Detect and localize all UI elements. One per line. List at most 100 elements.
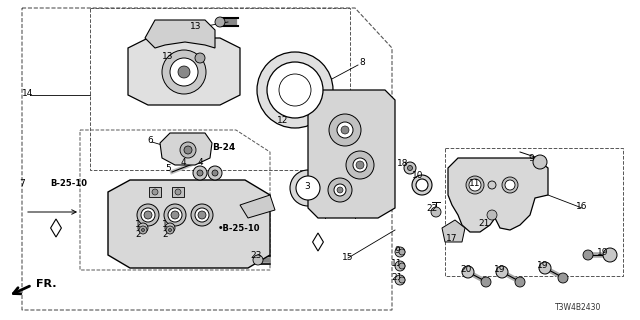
Circle shape bbox=[496, 266, 508, 278]
Text: 15: 15 bbox=[342, 253, 354, 262]
Circle shape bbox=[144, 211, 152, 219]
Circle shape bbox=[395, 247, 405, 257]
Circle shape bbox=[399, 263, 405, 269]
Circle shape bbox=[431, 207, 441, 217]
Text: FR.: FR. bbox=[36, 279, 56, 289]
Text: 11: 11 bbox=[468, 179, 480, 188]
Circle shape bbox=[539, 262, 551, 274]
Circle shape bbox=[273, 68, 317, 112]
Circle shape bbox=[408, 165, 413, 171]
Text: 13: 13 bbox=[190, 21, 202, 30]
Circle shape bbox=[469, 179, 481, 191]
Circle shape bbox=[337, 187, 343, 193]
Circle shape bbox=[296, 176, 320, 200]
Text: T3W4B2430: T3W4B2430 bbox=[555, 303, 602, 312]
Text: 22: 22 bbox=[426, 204, 438, 212]
Text: 1: 1 bbox=[162, 220, 168, 228]
Text: 19: 19 bbox=[537, 260, 548, 269]
Circle shape bbox=[488, 181, 496, 189]
Text: 11: 11 bbox=[391, 259, 403, 268]
Circle shape bbox=[404, 162, 416, 174]
Circle shape bbox=[395, 261, 405, 271]
Polygon shape bbox=[108, 180, 270, 268]
Text: 1: 1 bbox=[135, 220, 141, 228]
Circle shape bbox=[505, 180, 515, 190]
Text: 18: 18 bbox=[397, 158, 409, 167]
Text: B-24: B-24 bbox=[212, 142, 236, 151]
Polygon shape bbox=[308, 90, 395, 218]
Circle shape bbox=[346, 151, 374, 179]
Circle shape bbox=[168, 208, 182, 222]
Circle shape bbox=[328, 178, 352, 202]
Circle shape bbox=[171, 211, 179, 219]
Polygon shape bbox=[51, 219, 61, 237]
Polygon shape bbox=[149, 187, 161, 197]
Circle shape bbox=[168, 228, 172, 231]
Text: 19: 19 bbox=[494, 266, 506, 275]
Text: 16: 16 bbox=[576, 202, 588, 211]
Circle shape bbox=[290, 170, 326, 206]
Circle shape bbox=[337, 122, 353, 138]
Circle shape bbox=[253, 255, 263, 265]
Polygon shape bbox=[240, 195, 275, 218]
Text: 9: 9 bbox=[394, 245, 400, 254]
Text: 20: 20 bbox=[460, 266, 472, 275]
Circle shape bbox=[139, 226, 147, 234]
Circle shape bbox=[353, 158, 367, 172]
Text: 19: 19 bbox=[596, 247, 608, 257]
Text: 12: 12 bbox=[277, 116, 289, 124]
Text: 3: 3 bbox=[304, 181, 310, 190]
Text: •B-25-10: •B-25-10 bbox=[218, 223, 260, 233]
Circle shape bbox=[180, 142, 196, 158]
Text: 2: 2 bbox=[135, 229, 141, 238]
Text: 6: 6 bbox=[147, 135, 153, 145]
Circle shape bbox=[533, 155, 547, 169]
Circle shape bbox=[208, 166, 222, 180]
Circle shape bbox=[416, 179, 428, 191]
Text: 23: 23 bbox=[250, 252, 262, 260]
Polygon shape bbox=[172, 187, 184, 197]
Circle shape bbox=[399, 277, 405, 283]
Circle shape bbox=[395, 275, 405, 285]
Text: 2: 2 bbox=[162, 229, 168, 238]
Circle shape bbox=[175, 189, 181, 195]
Circle shape bbox=[502, 177, 518, 193]
Circle shape bbox=[138, 223, 148, 233]
Circle shape bbox=[164, 204, 186, 226]
Text: 14: 14 bbox=[22, 89, 34, 98]
Circle shape bbox=[583, 250, 593, 260]
Circle shape bbox=[279, 74, 311, 106]
Circle shape bbox=[184, 146, 192, 154]
Circle shape bbox=[603, 248, 617, 262]
Circle shape bbox=[141, 208, 155, 222]
Circle shape bbox=[399, 249, 405, 255]
Text: 17: 17 bbox=[446, 234, 458, 243]
Circle shape bbox=[166, 226, 174, 234]
Text: 10: 10 bbox=[412, 171, 424, 180]
Circle shape bbox=[356, 161, 364, 169]
Circle shape bbox=[487, 210, 497, 220]
Circle shape bbox=[481, 277, 491, 287]
Circle shape bbox=[191, 204, 213, 226]
Text: 21: 21 bbox=[478, 219, 490, 228]
Circle shape bbox=[466, 176, 484, 194]
Circle shape bbox=[212, 170, 218, 176]
Circle shape bbox=[152, 189, 158, 195]
Text: 8: 8 bbox=[359, 58, 365, 67]
Circle shape bbox=[165, 223, 175, 233]
Text: 5: 5 bbox=[165, 164, 171, 172]
Circle shape bbox=[329, 114, 361, 146]
Polygon shape bbox=[160, 133, 212, 165]
Circle shape bbox=[558, 273, 568, 283]
Text: 7: 7 bbox=[19, 179, 25, 188]
Circle shape bbox=[195, 53, 205, 63]
Circle shape bbox=[267, 62, 323, 118]
Text: 13: 13 bbox=[163, 52, 173, 60]
Text: 9: 9 bbox=[528, 154, 534, 163]
Circle shape bbox=[412, 175, 432, 195]
Circle shape bbox=[257, 52, 333, 128]
Circle shape bbox=[162, 50, 206, 94]
Circle shape bbox=[178, 66, 190, 78]
Text: 4: 4 bbox=[180, 157, 186, 166]
Circle shape bbox=[197, 170, 203, 176]
